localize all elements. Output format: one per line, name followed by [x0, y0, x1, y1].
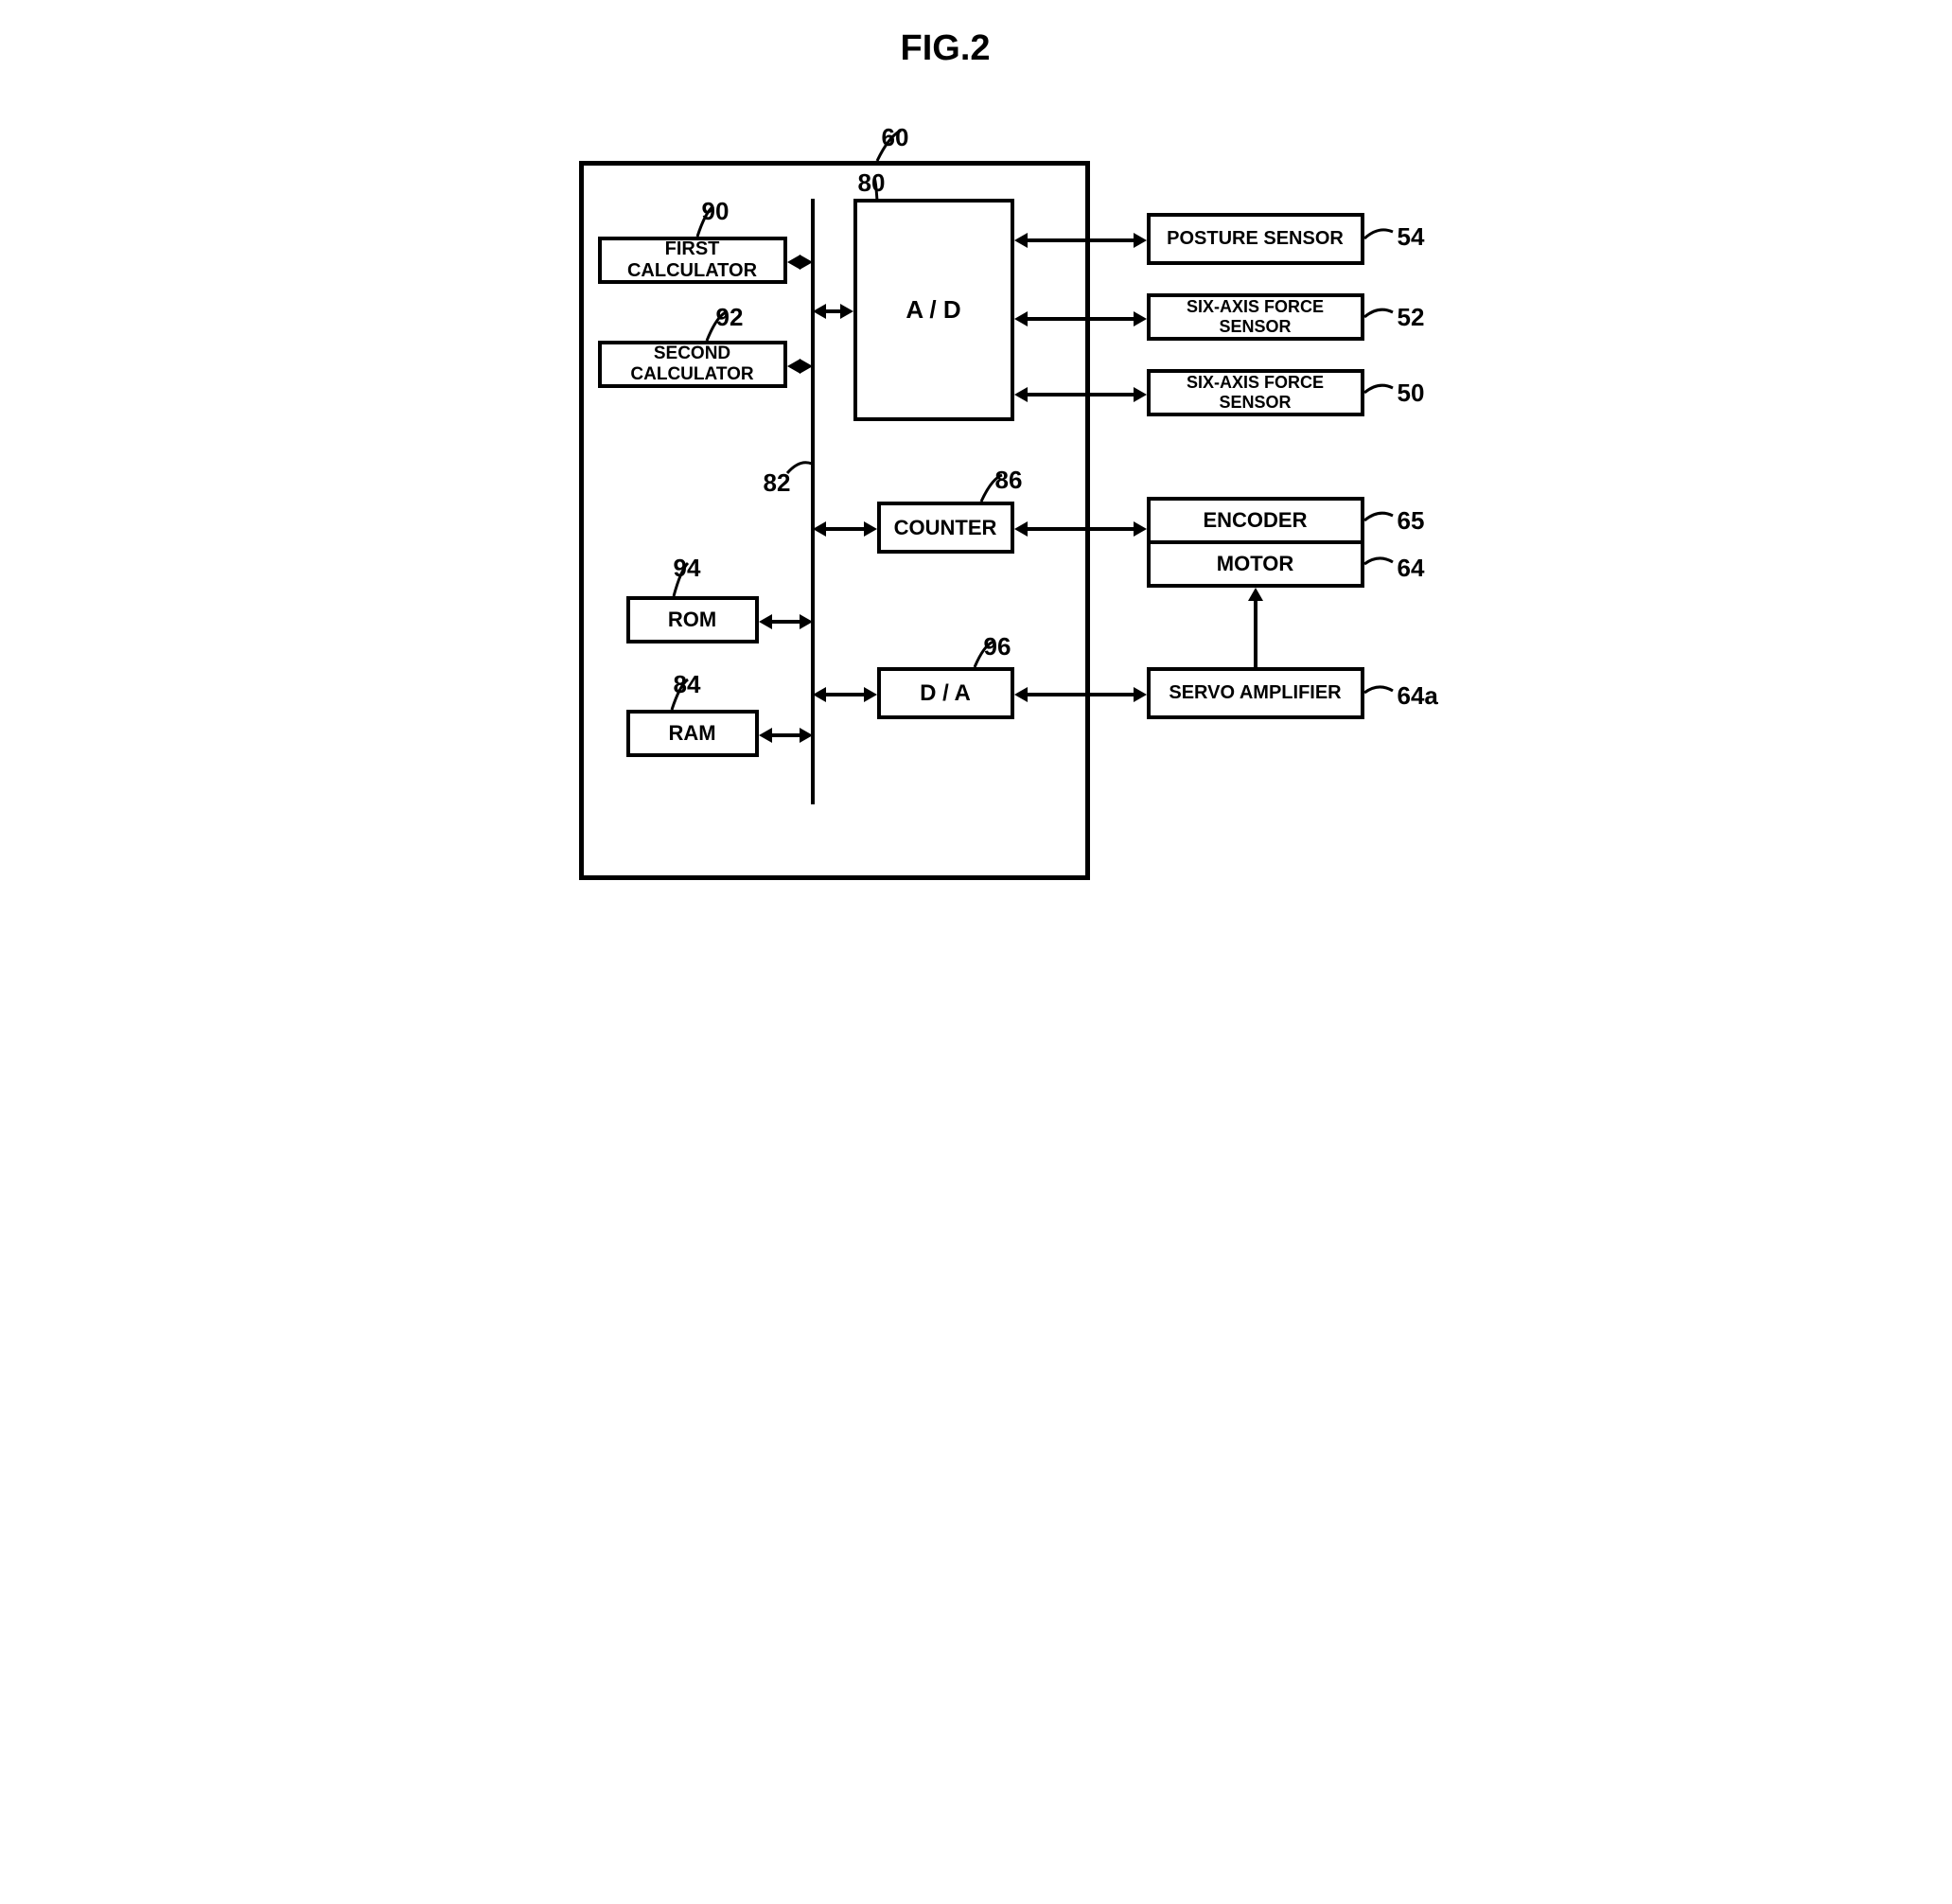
diagram-canvas: FIG.2FIRST CALCULATORSECOND CALCULATORRO…	[503, 19, 1450, 946]
leader-64a	[503, 19, 1450, 946]
